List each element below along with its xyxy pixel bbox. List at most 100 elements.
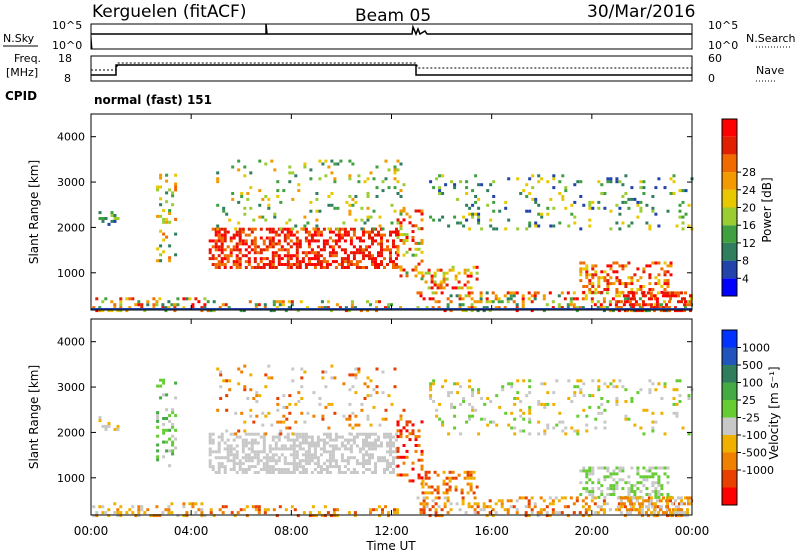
data-cell (162, 422, 166, 426)
data-cell (168, 188, 172, 192)
data-cell (654, 212, 658, 216)
colorbar-tick-label: 24 (742, 184, 756, 197)
data-cell (576, 385, 580, 389)
data-cell (280, 453, 284, 457)
data-cell (326, 511, 330, 515)
data-cell (340, 471, 344, 474)
data-cell (369, 379, 373, 383)
data-cell (671, 294, 674, 298)
data-cell (473, 306, 477, 310)
data-cell (462, 400, 466, 403)
data-cell (663, 466, 667, 470)
data-cell (209, 309, 213, 313)
data-cell (279, 429, 283, 433)
data-cell (506, 511, 510, 515)
data-cell (495, 394, 499, 398)
time-tick-label: 16:00 (474, 524, 509, 538)
data-cell (396, 159, 400, 163)
data-cell (629, 309, 633, 313)
data-cell (257, 511, 261, 515)
data-cell (354, 376, 358, 380)
data-cell (447, 394, 451, 398)
data-cell (374, 239, 377, 243)
data-cell (182, 297, 186, 301)
data-cell (633, 273, 637, 277)
data-cell (220, 233, 224, 237)
data-cell (522, 379, 526, 383)
data-cell (256, 450, 260, 454)
data-cell (325, 471, 329, 474)
data-cell (349, 263, 353, 266)
data-cell (642, 466, 646, 470)
data-cell (642, 270, 646, 274)
data-cell (585, 487, 589, 491)
data-cell (174, 396, 178, 400)
data-cell (271, 257, 275, 261)
data-cell (98, 505, 102, 509)
data-cell (348, 432, 352, 436)
data-cell (250, 248, 254, 252)
data-cell (365, 248, 368, 252)
data-cell (131, 297, 135, 301)
data-cell (454, 277, 458, 281)
data-cell (594, 264, 598, 268)
data-cell (223, 263, 227, 266)
data-cell (485, 514, 489, 518)
data-cell (234, 432, 238, 436)
data-cell (185, 514, 189, 518)
data-cell (328, 462, 332, 466)
data-cell (479, 508, 483, 512)
colorbar-swatch (722, 119, 737, 137)
data-cell (282, 420, 286, 424)
data-cell (214, 239, 218, 243)
data-cell (649, 294, 653, 298)
data-cell (244, 456, 248, 460)
data-cell (276, 195, 280, 198)
data-cell (597, 466, 601, 470)
data-cell (211, 239, 215, 243)
data-cell (546, 391, 550, 395)
data-cell (294, 402, 298, 406)
data-cell (371, 263, 374, 266)
data-cell (434, 300, 438, 304)
colorbar-swatch (722, 365, 737, 383)
data-cell (393, 367, 397, 371)
data-cell (327, 227, 331, 231)
data-cell (104, 297, 108, 301)
data-cell (558, 221, 562, 225)
data-cell (371, 260, 374, 264)
data-cell (371, 453, 374, 457)
data-cell (191, 303, 195, 307)
data-cell (461, 496, 465, 500)
data-cell (630, 197, 634, 201)
data-cell (214, 266, 218, 269)
data-cell (156, 443, 160, 447)
data-cell (303, 370, 307, 374)
data-cell (338, 306, 342, 310)
data-cell (477, 221, 481, 225)
colorbar-tick-label: 12 (742, 237, 756, 250)
data-cell (310, 471, 314, 474)
data-cell (206, 300, 210, 304)
data-cell (546, 180, 550, 184)
data-cell (461, 297, 465, 301)
data-cell (328, 465, 332, 469)
data-cell (606, 385, 610, 389)
data-cell (456, 197, 460, 201)
data-cell (271, 447, 275, 451)
data-cell (253, 242, 257, 246)
data-cell (208, 447, 212, 451)
data-cell (569, 300, 573, 304)
data-cell (289, 230, 293, 234)
data-cell (203, 306, 207, 310)
data-cell (194, 511, 198, 515)
data-cell (424, 280, 428, 284)
data-cell (405, 449, 409, 453)
data-cell (557, 303, 561, 307)
data-cell (319, 438, 323, 442)
data-cell (377, 438, 380, 442)
data-cell (414, 449, 418, 453)
data-cell (405, 274, 409, 278)
